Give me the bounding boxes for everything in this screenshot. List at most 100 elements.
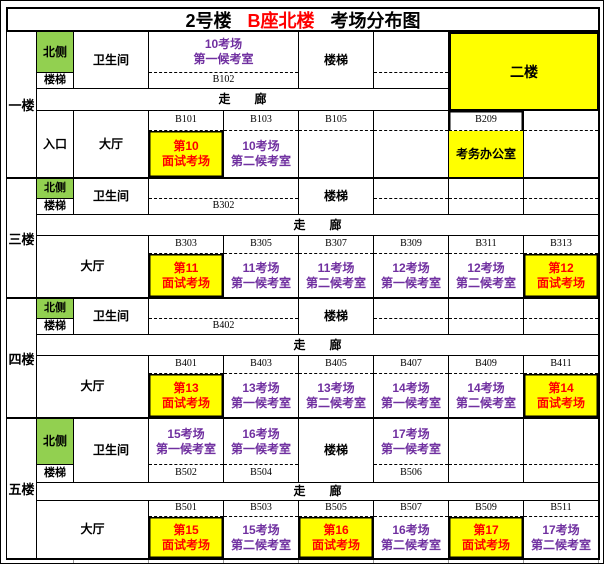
floor-table: 一楼 北侧 楼梯 卫生间 10考场	[6, 32, 600, 560]
room-b511-number: B511	[524, 501, 598, 517]
room-b105-number: B105	[299, 111, 373, 131]
floor-3-label: 三楼	[7, 179, 37, 297]
f1-stairs-column: 楼梯	[299, 32, 374, 89]
room-b209-number: B209	[449, 111, 523, 131]
floor-3-section: 三楼 北侧 楼梯 卫生间 B302 楼梯	[7, 177, 599, 297]
room-b405: B405 13考场 第二候考室	[299, 356, 374, 417]
f5-stairs-cell-2: 楼梯	[299, 419, 373, 483]
room-b502-function: 15考场 第一候考室	[149, 419, 223, 465]
room-b506-number: B506	[374, 465, 448, 483]
f3-stairs-cell: 楼梯	[37, 199, 73, 215]
f3-restroom-cell: 卫生间	[74, 179, 148, 215]
room-b411: B411 第14 面试考场	[524, 356, 599, 417]
room-b509-number: B509	[449, 501, 523, 517]
room-b313: B313 第12 面试考场	[524, 236, 599, 297]
floor-4-label: 四楼	[7, 299, 37, 417]
room-b503-function: 15考场 第二候考室	[230, 522, 291, 552]
f3-hall-cell: 大厅	[80, 259, 105, 273]
f5-corridor-cell: 走 廊	[37, 483, 598, 501]
room-b504-number: B504	[224, 465, 298, 483]
empty-cell	[524, 179, 598, 199]
title-block: B座北楼	[247, 10, 315, 31]
f1-stairs-cell: 楼梯	[37, 73, 73, 89]
f4-hall-column: 大厅	[37, 356, 149, 417]
room-b102: 10考场 第一候考室 B102	[149, 32, 299, 89]
empty-cell	[374, 199, 448, 215]
f1-north-stairs-column: 北侧 楼梯	[37, 32, 74, 89]
f5-empty-column	[524, 419, 599, 483]
room-b302-number: B302	[149, 199, 298, 215]
room-b403-function: 13考场 第一候考室	[230, 380, 291, 410]
f3-stairs-column: 楼梯	[299, 179, 374, 215]
room-b403-number: B403	[224, 356, 298, 374]
room-b103: B103 10考场 第二候考室	[224, 111, 299, 177]
room-b407-function: 14考场 第一候考室	[380, 380, 441, 410]
f5-empty-column	[449, 419, 524, 483]
room-b103-number: B103	[224, 111, 298, 131]
empty-cell	[449, 199, 523, 215]
room-b409-number: B409	[449, 356, 523, 374]
f5-stairs-cell: 楼梯	[37, 465, 73, 483]
empty-cell	[449, 419, 523, 465]
room-b504: 16考场 第一候考室 B504	[224, 419, 299, 483]
f3-corridor-column: 走 廊	[37, 215, 599, 236]
empty-cell	[374, 32, 448, 73]
floor-5-label: 五楼	[7, 419, 37, 558]
room-b504-function: 16考场 第一候考室	[224, 419, 298, 465]
room-b307-number: B307	[299, 236, 373, 254]
f5-north-stairs-column: 北侧 楼梯	[37, 419, 74, 483]
room-b105-function	[299, 131, 373, 177]
empty-cell	[374, 73, 448, 89]
empty-cell	[374, 111, 448, 131]
f3-empty-column	[524, 179, 599, 215]
f4-corridor-column: 走 廊	[37, 335, 599, 356]
room-b105: B105	[299, 111, 374, 177]
floor-1-section: 一楼 北侧 楼梯 卫生间 10考场	[7, 32, 599, 177]
room-b309: B309 12考场 第一候考室	[374, 236, 449, 297]
empty-cell	[374, 319, 448, 335]
room-b103-function: 10考场 第二候考室	[230, 139, 291, 168]
room-b401: B401 第13 面试考场	[149, 356, 224, 417]
room-b507-function: 16考场 第二候考室	[380, 522, 441, 552]
empty-cell	[449, 465, 523, 483]
room-b402-number: B402	[149, 319, 298, 335]
room-b313-number: B313	[524, 236, 598, 254]
room-b101: B101 第10 面试考场	[149, 111, 224, 177]
title-suffix: 考场分布图	[330, 10, 421, 31]
room-b101-number: B101	[149, 111, 223, 131]
f4-corridor-cell: 走 廊	[37, 335, 598, 356]
room-b302: B302	[149, 179, 299, 215]
empty-cell	[449, 319, 523, 335]
room-b102-function: 10考场 第一候考室	[149, 32, 298, 73]
room-b307: B307 11考场 第二候考室	[299, 236, 374, 297]
room-b311-function: 12考场 第二候考室	[455, 260, 516, 290]
f1-empty-room-column	[374, 111, 449, 177]
room-b402: B402	[149, 299, 299, 335]
room-b407-number: B407	[374, 356, 448, 374]
f1-empty-column	[374, 32, 449, 89]
f4-stairs-cell-2: 楼梯	[299, 299, 373, 335]
room-b409-function: 14考场 第二候考室	[455, 380, 516, 410]
page-title: 2号楼 B座北楼 考场分布图	[6, 7, 600, 32]
f4-empty-column	[524, 299, 599, 335]
f4-stairs-cell: 楼梯	[37, 319, 73, 335]
empty-cell	[524, 465, 598, 483]
room-b401-function: 第13 面试考场	[149, 374, 223, 417]
room-b403: B403 13考场 第一候考室	[224, 356, 299, 417]
room-b503: B503 15考场 第二候考室	[224, 501, 299, 558]
room-b305-number: B305	[224, 236, 298, 254]
second-floor-box: 二楼	[449, 32, 599, 111]
room-b303-number: B303	[149, 236, 223, 254]
room-b509-function: 第17 面试考场	[449, 517, 523, 558]
f4-hall-cell: 大厅	[80, 379, 105, 393]
room-b505: B505 第16 面试考场	[299, 501, 374, 558]
room-b411-function: 第14 面试考场	[524, 374, 598, 417]
empty-cell	[449, 299, 523, 319]
f5-restroom-cell: 卫生间	[74, 419, 148, 483]
empty-cell	[449, 179, 523, 199]
room-b506: 17考场 第一候考室 B506	[374, 419, 449, 483]
empty-cell	[524, 419, 598, 465]
f4-north-side-cell: 北侧	[37, 299, 73, 319]
room-b405-number: B405	[299, 356, 373, 374]
room-b311: B311 12考场 第二候考室	[449, 236, 524, 297]
